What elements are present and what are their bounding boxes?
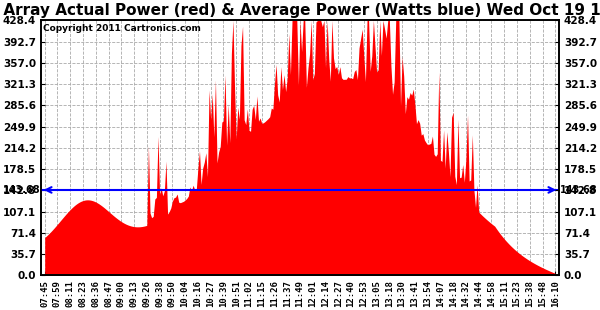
Text: 143.68: 143.68 [3,185,40,195]
Text: 143.68: 143.68 [560,185,597,195]
Text: Copyright 2011 Cartronics.com: Copyright 2011 Cartronics.com [43,24,202,33]
Title: East Array Actual Power (red) & Average Power (Watts blue) Wed Oct 19 16:49: East Array Actual Power (red) & Average … [0,3,600,18]
